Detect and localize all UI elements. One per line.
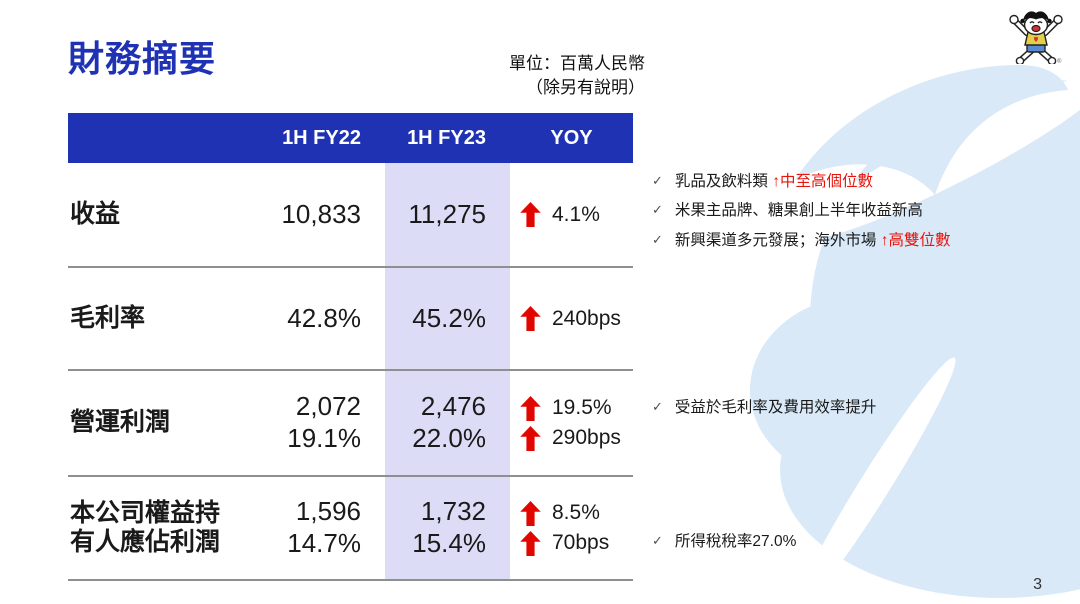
up-arrow-icon: [520, 500, 541, 526]
fy22-value: 2,072 19.1%: [248, 371, 385, 475]
up-arrow-icon: [520, 530, 541, 556]
row-label-text: 有人應佔利潤: [70, 528, 221, 556]
note-line: ✓ 新興渠道多元發展；海外市場 ↑高雙位數: [652, 231, 950, 250]
fy23-value-text: 45.2%: [412, 302, 486, 333]
fy23-value: 45.2%: [385, 268, 510, 369]
note-line: ✓ 乳品及飲料類 ↑中至高個位數: [652, 172, 950, 191]
check-icon: ✓: [652, 231, 663, 247]
note-text-red: ↑中至高個位數: [772, 173, 873, 190]
fy23-value: 1,732 15.4%: [385, 477, 510, 579]
table-header-row: 1H FY22 1H FY23 YOY: [68, 113, 633, 163]
fy23-value-text: 11,275: [408, 198, 486, 229]
table-row-attributable-profit: 本公司權益持 有人應佔利潤 1,596 14.7% 1,732 15.4% 8.…: [68, 477, 633, 581]
note-text-black: 受益於毛利率及費用效率提升: [674, 399, 877, 416]
yoy-value-text: 8.5%: [552, 501, 600, 524]
yoy-value-text: 70bps: [552, 531, 610, 554]
page-title: 財務摘要: [68, 38, 217, 79]
hotkid-mascot-logo: ®: [1009, 11, 1063, 64]
check-icon: ✓: [652, 202, 663, 218]
fy23-margin-text: 15.4%: [412, 528, 486, 558]
yoy-line: 240bps: [520, 306, 633, 331]
yoy-line: 70bps: [520, 530, 633, 556]
row-label-text: 收益: [70, 199, 121, 228]
note-text: 所得稅稅率27.0%: [675, 532, 796, 551]
unit-line1: 單位：百萬人民幣: [509, 54, 645, 73]
note-text: 米果主品牌、糖果創上半年收益新高: [675, 201, 923, 220]
notes-operating-profit: ✓ 受益於毛利率及費用效率提升: [652, 398, 876, 427]
row-label: 收益: [68, 163, 248, 266]
fy22-value: 10,833: [248, 163, 385, 266]
row-label: 本公司權益持 有人應佔利潤: [68, 477, 248, 579]
note-text-black: 新興渠道多元發展；海外市場: [674, 231, 881, 249]
row-label-text: 毛利率: [70, 303, 146, 332]
check-icon: ✓: [652, 533, 663, 548]
table-row-gross-margin: 毛利率 42.8% 45.2% 240bps: [68, 268, 633, 371]
yoy-value-text: 240bps: [552, 306, 621, 330]
fy23-value-text: 1,732: [420, 496, 486, 527]
page-number: 3: [1033, 576, 1042, 593]
row-label: 營運利潤: [68, 371, 248, 475]
note-text-black: 乳品及飲料類: [674, 173, 773, 190]
fy23-highlight-band: [385, 163, 510, 581]
check-icon: ✓: [652, 399, 663, 414]
fy22-value: 42.8%: [248, 268, 385, 369]
up-arrow-icon: [520, 425, 541, 451]
col-header-1h-fy23: 1H FY23: [407, 126, 486, 149]
row-label: 毛利率: [68, 268, 248, 369]
up-arrow-icon: [520, 202, 541, 227]
yoy-line: 4.1%: [520, 202, 633, 227]
notes-tax-rate: ✓ 所得稅稅率27.0%: [652, 532, 796, 561]
yoy-cell: 4.1%: [510, 163, 633, 266]
note-line: ✓ 所得稅稅率27.0%: [652, 532, 796, 551]
table-row-operating-profit: 營運利潤 2,072 19.1% 2,476 22.0% 19.5% 290bp…: [68, 371, 633, 477]
note-text-black: 米果主品牌、糖果創上半年收益新高: [674, 202, 923, 220]
notes-revenue: ✓ 乳品及飲料類 ↑中至高個位數 ✓ 米果主品牌、糖果創上半年收益新高 ✓ 新興…: [652, 172, 950, 260]
financial-summary-table: 1H FY22 1H FY23 YOY 收益 10,833 11,275 4.1…: [68, 113, 633, 581]
unit-note: 單位：百萬人民幣 （除另有說明）: [395, 52, 645, 100]
row-label-text: 本公司權益持: [70, 498, 221, 527]
yoy-line: 290bps: [520, 425, 633, 451]
note-text: 新興渠道多元發展；海外市場 ↑高雙位數: [675, 231, 951, 250]
yoy-cell: 240bps: [510, 268, 633, 369]
fy22-value-text: 42.8%: [287, 302, 361, 333]
fy23-value: 2,476 22.0%: [385, 371, 510, 475]
fy22-value-text: 2,072: [295, 391, 361, 422]
fy23-margin-text: 22.0%: [412, 423, 486, 453]
yoy-value-text: 19.5%: [552, 396, 612, 419]
yoy-value-text: 290bps: [552, 426, 621, 449]
fy22-value-text: 10,833: [281, 198, 361, 229]
row-label-text: 營運利潤: [70, 408, 171, 437]
up-arrow-icon: [520, 395, 541, 421]
note-text-black: 所得稅稅率27.0%: [674, 533, 797, 550]
note-line: ✓ 受益於毛利率及費用效率提升: [652, 398, 876, 417]
note-text-red: ↑高雙位數: [880, 231, 951, 249]
background-swoosh-graphic: [750, 65, 1080, 600]
note-text: 乳品及飲料類 ↑中至高個位數: [675, 172, 873, 191]
fy22-margin-text: 19.1%: [287, 423, 361, 453]
yoy-cell: 19.5% 290bps: [510, 371, 633, 475]
fy23-value: 11,275: [385, 163, 510, 266]
fy22-value-text: 1,596: [295, 496, 361, 527]
col-header-1h-fy22: 1H FY22: [282, 126, 361, 149]
yoy-cell: 8.5% 70bps: [510, 477, 633, 579]
unit-line2: （除另有說明）: [526, 77, 645, 97]
table-row-revenue: 收益 10,833 11,275 4.1%: [68, 163, 633, 268]
fy22-value: 1,596 14.7%: [248, 477, 385, 579]
up-arrow-icon: [520, 306, 541, 331]
col-header-yoy: YOY: [550, 126, 593, 149]
fy22-margin-text: 14.7%: [287, 528, 361, 558]
yoy-value-text: 4.1%: [552, 202, 600, 226]
note-line: ✓ 米果主品牌、糖果創上半年收益新高: [652, 201, 950, 220]
note-text: 受益於毛利率及費用效率提升: [675, 398, 877, 417]
yoy-line: 8.5%: [520, 500, 633, 526]
svg-text:®: ®: [1057, 58, 1062, 64]
check-icon: ✓: [652, 173, 663, 188]
yoy-line: 19.5%: [520, 395, 633, 421]
fy23-value-text: 2,476: [420, 391, 486, 422]
